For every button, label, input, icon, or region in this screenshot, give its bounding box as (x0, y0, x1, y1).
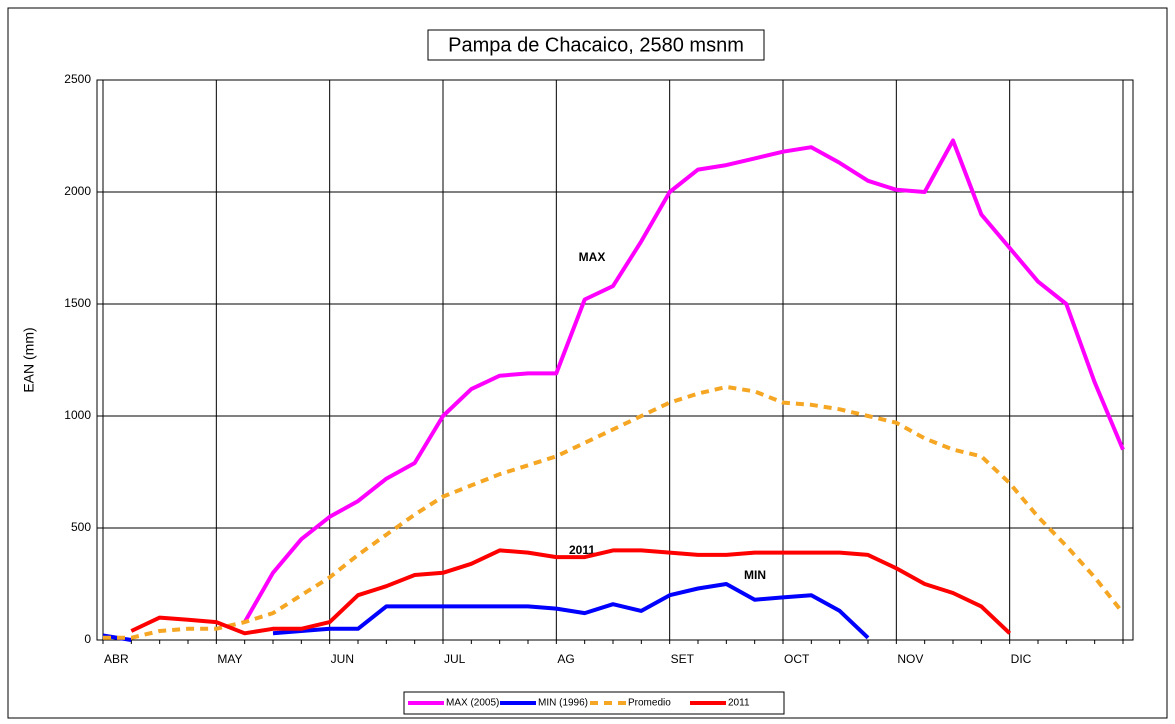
legend-label: Promedio (628, 698, 671, 709)
chart-title: Pampa de Chacaico, 2580 msnm (448, 34, 744, 56)
legend-label: 2011 (728, 698, 750, 709)
y-tick-label: 2000 (64, 184, 91, 198)
x-tick-label: ABR (104, 652, 129, 666)
y-tick-label: 500 (71, 520, 91, 534)
x-tick-label: SET (671, 652, 695, 666)
plot-area (96, 79, 1134, 641)
annotation: MIN (744, 568, 766, 582)
y-tick-label: 1500 (64, 296, 91, 310)
x-tick-label: JUN (331, 652, 354, 666)
x-tick-label: DIC (1011, 652, 1032, 666)
x-tick-label: AG (557, 652, 574, 666)
y-tick-label: 1000 (64, 408, 91, 422)
y-axis-label: EAN (mm) (21, 327, 37, 392)
title-box (427, 29, 765, 61)
line-series (103, 384, 1125, 640)
x-tick-label: NOV (897, 652, 923, 666)
line-series (130, 548, 1012, 636)
x-tick-label: JUL (444, 652, 466, 666)
annotation: 2011 (569, 543, 595, 557)
x-tick-label: MAY (217, 652, 242, 666)
annotation: MAX (579, 250, 606, 264)
legend-label: MIN (1996) (538, 698, 588, 709)
y-tick-label: 0 (84, 632, 91, 646)
x-tick-label: OCT (784, 652, 810, 666)
line-series (242, 138, 1125, 624)
legend-label: MAX (2005) (446, 698, 499, 709)
y-tick-label: 2500 (64, 72, 91, 86)
